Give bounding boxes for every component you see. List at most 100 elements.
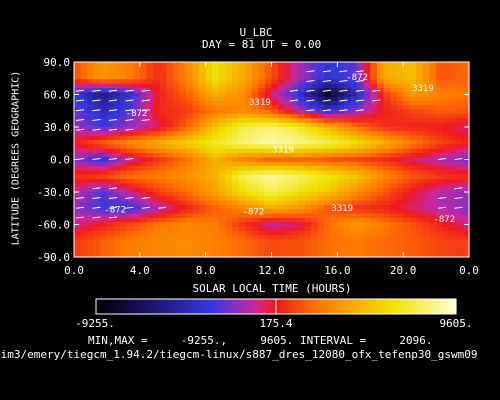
heatmap-cell [363,248,371,254]
negative-contour-dash [75,216,85,219]
heatmap-cell [199,62,207,67]
heatmap-cell [436,75,444,80]
heatmap-cell [232,166,240,171]
heatmap-cell [185,105,194,111]
heatmap-cell [297,62,306,67]
heatmap-cell [436,179,444,184]
heatmap-cell [238,179,246,184]
heatmap-cell [218,248,227,254]
heatmap-cell [284,222,292,228]
heatmap-cell [396,96,404,102]
heatmap-cell [139,174,148,180]
heatmap-cell [166,140,174,145]
heatmap-cell [350,96,358,102]
heatmap-cell [330,96,338,102]
heatmap-cell [146,70,154,76]
heatmap-cell [343,205,352,210]
heatmap-cell [390,148,398,154]
heatmap-cell [383,196,391,202]
heatmap-cell [133,135,141,141]
heatmap-cell [185,157,194,163]
heatmap-cell [166,226,174,232]
heatmap-cell [93,118,101,124]
heatmap-cell [284,205,292,210]
heatmap-cell [429,205,437,210]
heatmap-cell [120,166,128,171]
heatmap-cell [113,209,121,215]
heatmap-cell [337,140,345,145]
heatmap-cell [185,66,194,72]
heatmap-cell [166,101,174,106]
heatmap-cell [383,101,391,106]
heatmap-cell [429,161,437,167]
heatmap-cell [409,144,417,150]
heatmap-cell [422,70,431,76]
heatmap-cell [258,66,266,72]
heatmap-cell [396,66,404,72]
heatmap-cell [390,157,398,163]
heatmap-cell [304,144,312,150]
heatmap-cell [172,66,180,72]
heatmap-cell [212,122,220,128]
heatmap-cell [232,183,240,189]
heatmap-cell [304,205,312,210]
heatmap-cell [80,161,88,167]
heatmap-cell [264,144,273,150]
heatmap-cell [311,235,319,241]
heatmap-cell [449,114,457,119]
heatmap-cell [93,70,101,76]
heatmap-cell [166,135,174,141]
heatmap-cell [271,101,279,106]
heatmap-cell [232,105,240,111]
negative-contour-dash [92,158,101,160]
colorbar-segment [412,299,417,314]
heatmap-cell [251,187,259,193]
heatmap-cell [297,183,306,189]
heatmap-cell [278,92,286,98]
heatmap-cell [225,231,233,236]
heatmap-cell [436,127,444,132]
heatmap-cell [192,157,200,163]
heatmap-cell [357,83,365,89]
heatmap-cell [212,170,220,176]
heatmap-cell [192,62,200,67]
heatmap-cell [291,205,299,210]
heatmap-cell [376,187,385,193]
heatmap-cell [172,92,180,98]
heatmap-cell [390,244,398,249]
heatmap-cell [159,166,167,171]
heatmap-cell [337,127,345,132]
heatmap-cell [146,196,154,202]
heatmap-cell [376,109,385,115]
heatmap-cell [442,114,450,119]
heatmap-cell [106,135,115,141]
heatmap-cell [245,213,253,219]
heatmap-cell [363,196,371,202]
heatmap-cell [317,62,325,67]
contour-label: 3319 [412,84,434,94]
heatmap-cell [370,153,378,158]
heatmap-cell [409,92,417,98]
heatmap-cell [357,153,365,158]
heatmap-cell [343,174,352,180]
heatmap-cell [297,122,306,128]
heatmap-cell [429,226,437,232]
heatmap-cell [199,92,207,98]
heatmap-cell [278,183,286,189]
heatmap-cell [429,79,437,85]
heatmap-cell [264,131,273,137]
heatmap-cell [238,209,246,215]
heatmap-cell [343,140,352,145]
heatmap-cell [87,75,95,80]
heatmap-cell [245,114,253,119]
heatmap-cell [100,96,108,102]
heatmap-cell [330,157,338,163]
heatmap-cell [172,144,180,150]
heatmap-cell [337,114,345,119]
heatmap-cell [87,200,95,206]
heatmap-cell [317,66,325,72]
heatmap-cell [343,187,352,193]
heatmap-cell [311,209,319,215]
heatmap-cell [357,226,365,232]
heatmap-cell [212,200,220,206]
